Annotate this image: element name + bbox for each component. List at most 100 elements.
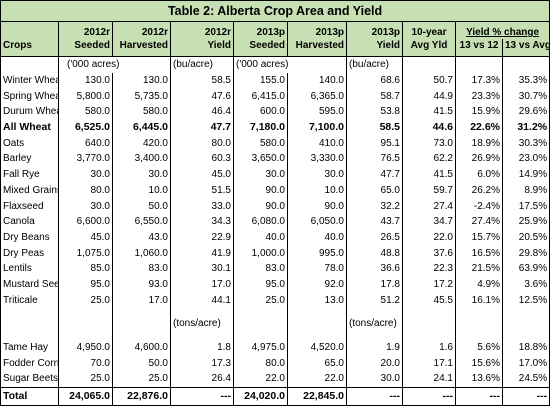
header-cell: Seeded <box>58 39 113 57</box>
spacer-cell <box>287 331 347 340</box>
unit-cell <box>0 316 59 332</box>
table-row: Flaxseed 30.0 50.0 33.0 90.0 90.0 32.2 27.4 -2.4… <box>0 198 551 214</box>
value-cell: 29.6% <box>501 104 551 120</box>
value-cell: 410.0 <box>287 135 347 152</box>
value-cell: 25.0 <box>112 371 171 388</box>
unit-label: (bu/acre) <box>170 56 234 73</box>
value-cell: 6,365.0 <box>287 88 347 105</box>
table-row: Fodder Corn 70.0 50.0 17.3 80.0 65.0 20.0 17.1 1… <box>0 355 551 372</box>
value-cell: 26.2% <box>455 182 503 199</box>
value-cell: 44.6 <box>402 119 456 136</box>
crop-name: Lentils <box>0 260 59 277</box>
value-cell: 12.5% <box>501 292 551 308</box>
value-cell: 17.0 <box>112 292 171 308</box>
value-cell: 53.8 <box>346 104 403 120</box>
value-cell: 26.5 <box>346 229 403 246</box>
table-row: Dry Peas 1,075.0 1,060.0 41.9 1,000.0 995.0 48… <box>0 245 551 261</box>
value-cell: 22.0 <box>287 371 347 388</box>
value-cell: 22,876.0 <box>112 386 171 406</box>
value-cell: 34.3 <box>170 213 234 230</box>
header-cell: 2012r <box>58 21 113 39</box>
value-cell: 95.0 <box>233 276 288 293</box>
value-cell: 995.0 <box>287 245 347 261</box>
value-cell: 5,735.0 <box>112 88 171 105</box>
value-cell: 4,975.0 <box>233 339 288 356</box>
spacer-cell <box>170 308 234 316</box>
value-cell: 58.5 <box>170 72 234 89</box>
value-cell: 4,520.0 <box>287 339 347 356</box>
header-cell <box>0 21 59 39</box>
value-cell: 3,330.0 <box>287 151 347 167</box>
value-cell: 22,845.0 <box>287 386 347 406</box>
crop-name: Dry Beans <box>0 229 59 246</box>
crop-name: Triticale <box>0 292 59 308</box>
value-cell: 420.0 <box>112 135 171 152</box>
table-row: Barley 3,770.0 3,400.0 60.3 3,650.0 3,330.0 76… <box>0 151 551 167</box>
unit-cell <box>402 56 456 73</box>
value-cell: 1,000.0 <box>233 245 288 261</box>
value-cell: 17.3% <box>455 72 503 89</box>
header-cell: 2013p <box>346 21 403 39</box>
header-cell: Avg Yld <box>402 39 456 57</box>
value-cell: 65.0 <box>346 182 403 199</box>
value-cell: --- <box>501 386 551 406</box>
spacer-cell <box>233 331 288 340</box>
crop-name: Tame Hay <box>0 339 59 356</box>
spacer-cell <box>0 331 59 340</box>
value-cell: 600.0 <box>233 104 288 120</box>
value-cell: 23.3% <box>455 88 503 105</box>
value-cell: --- <box>346 386 403 406</box>
value-cell: 34.7 <box>402 213 456 230</box>
spacer-cell <box>170 331 234 340</box>
crop-name: Flaxseed <box>0 198 59 214</box>
table-row: Lentils 85.0 83.0 30.1 83.0 78.0 36.6 22.3 21.5%… <box>0 260 551 277</box>
value-cell: 22.0 <box>233 371 288 388</box>
value-cell: 22.0 <box>402 229 456 246</box>
value-cell: 130.0 <box>58 72 113 89</box>
value-cell: 6,600.0 <box>58 213 113 230</box>
header-cell: 2012r <box>112 21 171 39</box>
value-cell: 1.6 <box>402 339 456 356</box>
value-cell: 23.0% <box>501 151 551 167</box>
value-cell: 58.7 <box>346 88 403 105</box>
header-cell: Harvested <box>287 39 347 57</box>
value-cell: 595.0 <box>287 104 347 120</box>
value-cell: 24,065.0 <box>58 386 113 406</box>
crop-name: Sugar Beets <box>0 371 59 388</box>
value-cell: 48.8 <box>346 245 403 261</box>
value-cell: 36.6 <box>346 260 403 277</box>
value-cell: 6,080.0 <box>233 213 288 230</box>
value-cell: 27.4% <box>455 213 503 230</box>
value-cell: 35.3% <box>501 72 551 89</box>
value-cell: 17.2 <box>402 276 456 293</box>
value-cell: 8.9% <box>501 182 551 199</box>
value-cell: 51.2 <box>346 292 403 308</box>
unit-cell <box>0 56 59 73</box>
header-cell: 13 vs 12 <box>455 39 503 57</box>
table-row: Canola 6,600.0 6,550.0 34.3 6,080.0 6,050.0 43… <box>0 213 551 230</box>
spacer-cell <box>112 308 171 316</box>
value-cell: 18.8% <box>501 339 551 356</box>
value-cell: 30.0 <box>58 166 113 183</box>
value-cell: 6,525.0 <box>58 119 113 136</box>
value-cell: 85.0 <box>58 260 113 277</box>
value-cell: 40.0 <box>233 229 288 246</box>
value-cell: 50.0 <box>112 355 171 372</box>
unit-cell <box>402 316 456 332</box>
value-cell: 30.3% <box>501 135 551 152</box>
value-cell: 83.0 <box>233 260 288 277</box>
value-cell: 43.0 <box>112 229 171 246</box>
table-row: Mixed Grains 80.0 10.0 51.5 90.0 10.0 65.0 59.7… <box>0 182 551 199</box>
unit-row: (tons/acre) (tons/acre) <box>0 316 551 332</box>
value-cell: 22.3 <box>402 260 456 277</box>
value-cell: 20.0 <box>346 355 403 372</box>
spacer-cell <box>346 331 403 340</box>
value-cell: 60.3 <box>170 151 234 167</box>
spacer-row <box>0 331 551 340</box>
value-cell: 68.6 <box>346 72 403 89</box>
header-cell: 13 vs Avg <box>501 39 551 57</box>
crop-name: Canola <box>0 213 59 230</box>
header-cell: Seeded <box>233 39 288 57</box>
value-cell: 4,950.0 <box>58 339 113 356</box>
